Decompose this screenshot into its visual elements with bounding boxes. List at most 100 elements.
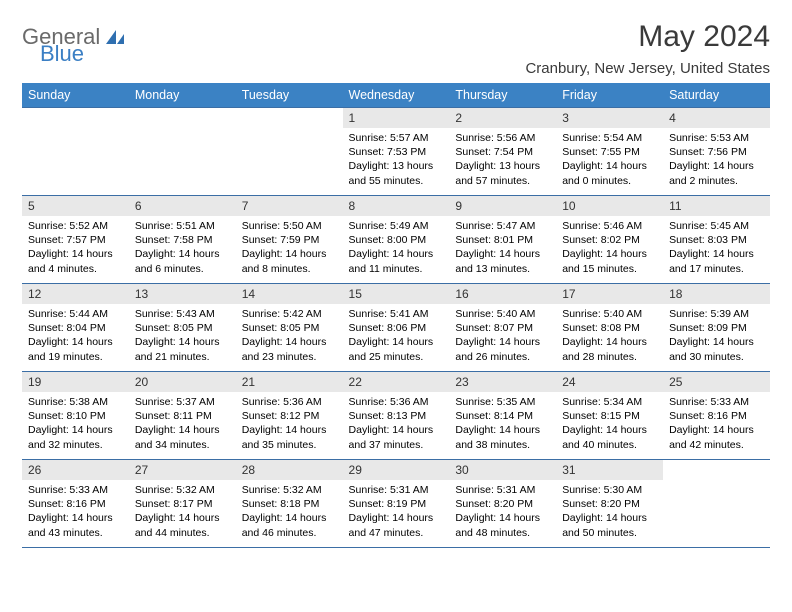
day-content: Sunrise: 5:57 AMSunset: 7:53 PMDaylight:… [343,128,450,192]
month-title: May 2024 [525,20,770,54]
calendar-cell: 30Sunrise: 5:31 AMSunset: 8:20 PMDayligh… [449,460,556,548]
day-content: Sunrise: 5:37 AMSunset: 8:11 PMDaylight:… [129,392,236,456]
day-number: 6 [129,196,236,216]
day-content: Sunrise: 5:45 AMSunset: 8:03 PMDaylight:… [663,216,770,280]
day-number: 26 [22,460,129,480]
calendar-cell: 11Sunrise: 5:45 AMSunset: 8:03 PMDayligh… [663,196,770,284]
day-number: 11 [663,196,770,216]
day-number: 4 [663,108,770,128]
calendar-cell [22,108,129,196]
day-content: Sunrise: 5:49 AMSunset: 8:00 PMDaylight:… [343,216,450,280]
day-number [236,108,343,128]
day-number: 8 [343,196,450,216]
calendar-cell: 25Sunrise: 5:33 AMSunset: 8:16 PMDayligh… [663,372,770,460]
day-content: Sunrise: 5:39 AMSunset: 8:09 PMDaylight:… [663,304,770,368]
day-number: 18 [663,284,770,304]
day-content: Sunrise: 5:31 AMSunset: 8:20 PMDaylight:… [449,480,556,544]
day-number: 22 [343,372,450,392]
calendar-table: Sunday Monday Tuesday Wednesday Thursday… [22,83,770,548]
day-content: Sunrise: 5:31 AMSunset: 8:19 PMDaylight:… [343,480,450,544]
header: General Blue May 2024 Cranbury, New Jers… [22,20,770,77]
calendar-row: 12Sunrise: 5:44 AMSunset: 8:04 PMDayligh… [22,284,770,372]
calendar-cell: 23Sunrise: 5:35 AMSunset: 8:14 PMDayligh… [449,372,556,460]
day-number: 20 [129,372,236,392]
day-content: Sunrise: 5:41 AMSunset: 8:06 PMDaylight:… [343,304,450,368]
calendar-cell: 16Sunrise: 5:40 AMSunset: 8:07 PMDayligh… [449,284,556,372]
calendar-cell: 27Sunrise: 5:32 AMSunset: 8:17 PMDayligh… [129,460,236,548]
day-content [236,128,343,135]
day-number: 3 [556,108,663,128]
day-number: 27 [129,460,236,480]
col-tuesday: Tuesday [236,83,343,108]
calendar-cell: 8Sunrise: 5:49 AMSunset: 8:00 PMDaylight… [343,196,450,284]
day-number: 16 [449,284,556,304]
col-friday: Friday [556,83,663,108]
day-content: Sunrise: 5:33 AMSunset: 8:16 PMDaylight:… [663,392,770,456]
day-content: Sunrise: 5:40 AMSunset: 8:08 PMDaylight:… [556,304,663,368]
day-content: Sunrise: 5:36 AMSunset: 8:13 PMDaylight:… [343,392,450,456]
calendar-cell: 15Sunrise: 5:41 AMSunset: 8:06 PMDayligh… [343,284,450,372]
calendar-cell: 3Sunrise: 5:54 AMSunset: 7:55 PMDaylight… [556,108,663,196]
day-number: 14 [236,284,343,304]
day-number: 15 [343,284,450,304]
day-content: Sunrise: 5:34 AMSunset: 8:15 PMDaylight:… [556,392,663,456]
day-content: Sunrise: 5:46 AMSunset: 8:02 PMDaylight:… [556,216,663,280]
day-number: 12 [22,284,129,304]
calendar-cell [663,460,770,548]
calendar-cell: 19Sunrise: 5:38 AMSunset: 8:10 PMDayligh… [22,372,129,460]
calendar-cell [129,108,236,196]
day-content: Sunrise: 5:47 AMSunset: 8:01 PMDaylight:… [449,216,556,280]
logo: General Blue [22,28,124,63]
day-content: Sunrise: 5:33 AMSunset: 8:16 PMDaylight:… [22,480,129,544]
day-number [129,108,236,128]
day-number: 25 [663,372,770,392]
day-number: 13 [129,284,236,304]
calendar-cell: 10Sunrise: 5:46 AMSunset: 8:02 PMDayligh… [556,196,663,284]
calendar-row: 1Sunrise: 5:57 AMSunset: 7:53 PMDaylight… [22,108,770,196]
col-monday: Monday [129,83,236,108]
day-content: Sunrise: 5:43 AMSunset: 8:05 PMDaylight:… [129,304,236,368]
header-row: Sunday Monday Tuesday Wednesday Thursday… [22,83,770,108]
calendar-cell: 9Sunrise: 5:47 AMSunset: 8:01 PMDaylight… [449,196,556,284]
day-content: Sunrise: 5:32 AMSunset: 8:17 PMDaylight:… [129,480,236,544]
calendar-cell: 20Sunrise: 5:37 AMSunset: 8:11 PMDayligh… [129,372,236,460]
day-number: 23 [449,372,556,392]
calendar-row: 19Sunrise: 5:38 AMSunset: 8:10 PMDayligh… [22,372,770,460]
calendar-cell: 29Sunrise: 5:31 AMSunset: 8:19 PMDayligh… [343,460,450,548]
day-number: 19 [22,372,129,392]
col-sunday: Sunday [22,83,129,108]
calendar-cell: 17Sunrise: 5:40 AMSunset: 8:08 PMDayligh… [556,284,663,372]
col-saturday: Saturday [663,83,770,108]
day-content: Sunrise: 5:56 AMSunset: 7:54 PMDaylight:… [449,128,556,192]
day-content: Sunrise: 5:52 AMSunset: 7:57 PMDaylight:… [22,216,129,280]
day-content: Sunrise: 5:38 AMSunset: 8:10 PMDaylight:… [22,392,129,456]
day-number: 9 [449,196,556,216]
day-content: Sunrise: 5:30 AMSunset: 8:20 PMDaylight:… [556,480,663,544]
logo-word-2: Blue [40,45,124,64]
calendar-cell [236,108,343,196]
calendar-cell: 28Sunrise: 5:32 AMSunset: 8:18 PMDayligh… [236,460,343,548]
calendar-cell: 18Sunrise: 5:39 AMSunset: 8:09 PMDayligh… [663,284,770,372]
calendar-cell: 21Sunrise: 5:36 AMSunset: 8:12 PMDayligh… [236,372,343,460]
day-content: Sunrise: 5:50 AMSunset: 7:59 PMDaylight:… [236,216,343,280]
day-content [22,128,129,135]
calendar-cell: 31Sunrise: 5:30 AMSunset: 8:20 PMDayligh… [556,460,663,548]
calendar-cell: 5Sunrise: 5:52 AMSunset: 7:57 PMDaylight… [22,196,129,284]
calendar-cell: 4Sunrise: 5:53 AMSunset: 7:56 PMDaylight… [663,108,770,196]
day-number: 17 [556,284,663,304]
day-content: Sunrise: 5:42 AMSunset: 8:05 PMDaylight:… [236,304,343,368]
day-number: 21 [236,372,343,392]
calendar-cell: 22Sunrise: 5:36 AMSunset: 8:13 PMDayligh… [343,372,450,460]
day-content: Sunrise: 5:44 AMSunset: 8:04 PMDaylight:… [22,304,129,368]
day-number: 2 [449,108,556,128]
day-number: 7 [236,196,343,216]
calendar-cell: 1Sunrise: 5:57 AMSunset: 7:53 PMDaylight… [343,108,450,196]
day-content: Sunrise: 5:32 AMSunset: 8:18 PMDaylight:… [236,480,343,544]
day-content: Sunrise: 5:36 AMSunset: 8:12 PMDaylight:… [236,392,343,456]
day-number [22,108,129,128]
day-number: 5 [22,196,129,216]
day-content: Sunrise: 5:54 AMSunset: 7:55 PMDaylight:… [556,128,663,192]
day-number: 28 [236,460,343,480]
calendar-cell: 26Sunrise: 5:33 AMSunset: 8:16 PMDayligh… [22,460,129,548]
calendar-cell: 2Sunrise: 5:56 AMSunset: 7:54 PMDaylight… [449,108,556,196]
